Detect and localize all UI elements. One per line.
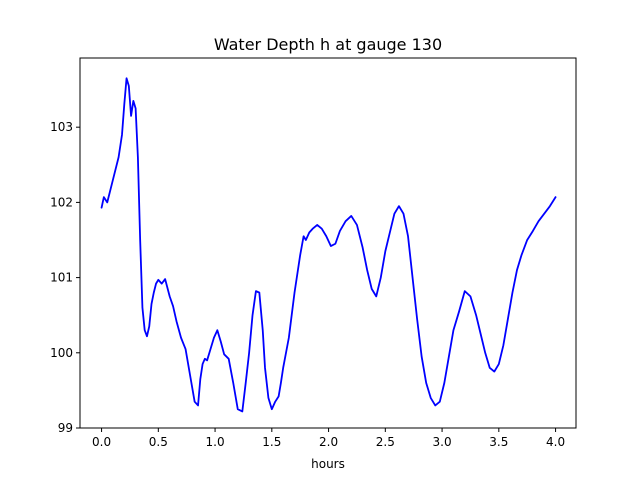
x-tick-label: 2.0: [319, 435, 338, 449]
x-tick-label: 3.5: [489, 435, 508, 449]
x-tick-label: 3.0: [433, 435, 452, 449]
x-tick-label: 1.5: [262, 435, 281, 449]
y-tick-label: 102: [50, 195, 73, 209]
y-tick-label: 101: [50, 271, 73, 285]
y-tick-label: 100: [50, 346, 73, 360]
x-axis-label: hours: [311, 457, 345, 471]
x-tick-label: 2.5: [376, 435, 395, 449]
y-tick-label: 103: [50, 120, 73, 134]
series-line-0: [100, 77, 557, 413]
x-tick-label: 0.5: [149, 435, 168, 449]
chart-title: Water Depth h at gauge 130: [214, 35, 442, 54]
x-tick-label: 4.0: [546, 435, 565, 449]
x-axis: 0.0 0.5 1.0 1.5 2.0 2.5 3.0 3.5 4.0: [92, 428, 565, 449]
x-tick-label: 0.0: [92, 435, 111, 449]
x-tick-label: 1.0: [206, 435, 225, 449]
axes-frame: [79, 57, 577, 429]
y-tick-label: 99: [58, 421, 73, 435]
plot-area: [100, 77, 557, 413]
y-axis: 99 100 101 102 103: [50, 120, 80, 435]
